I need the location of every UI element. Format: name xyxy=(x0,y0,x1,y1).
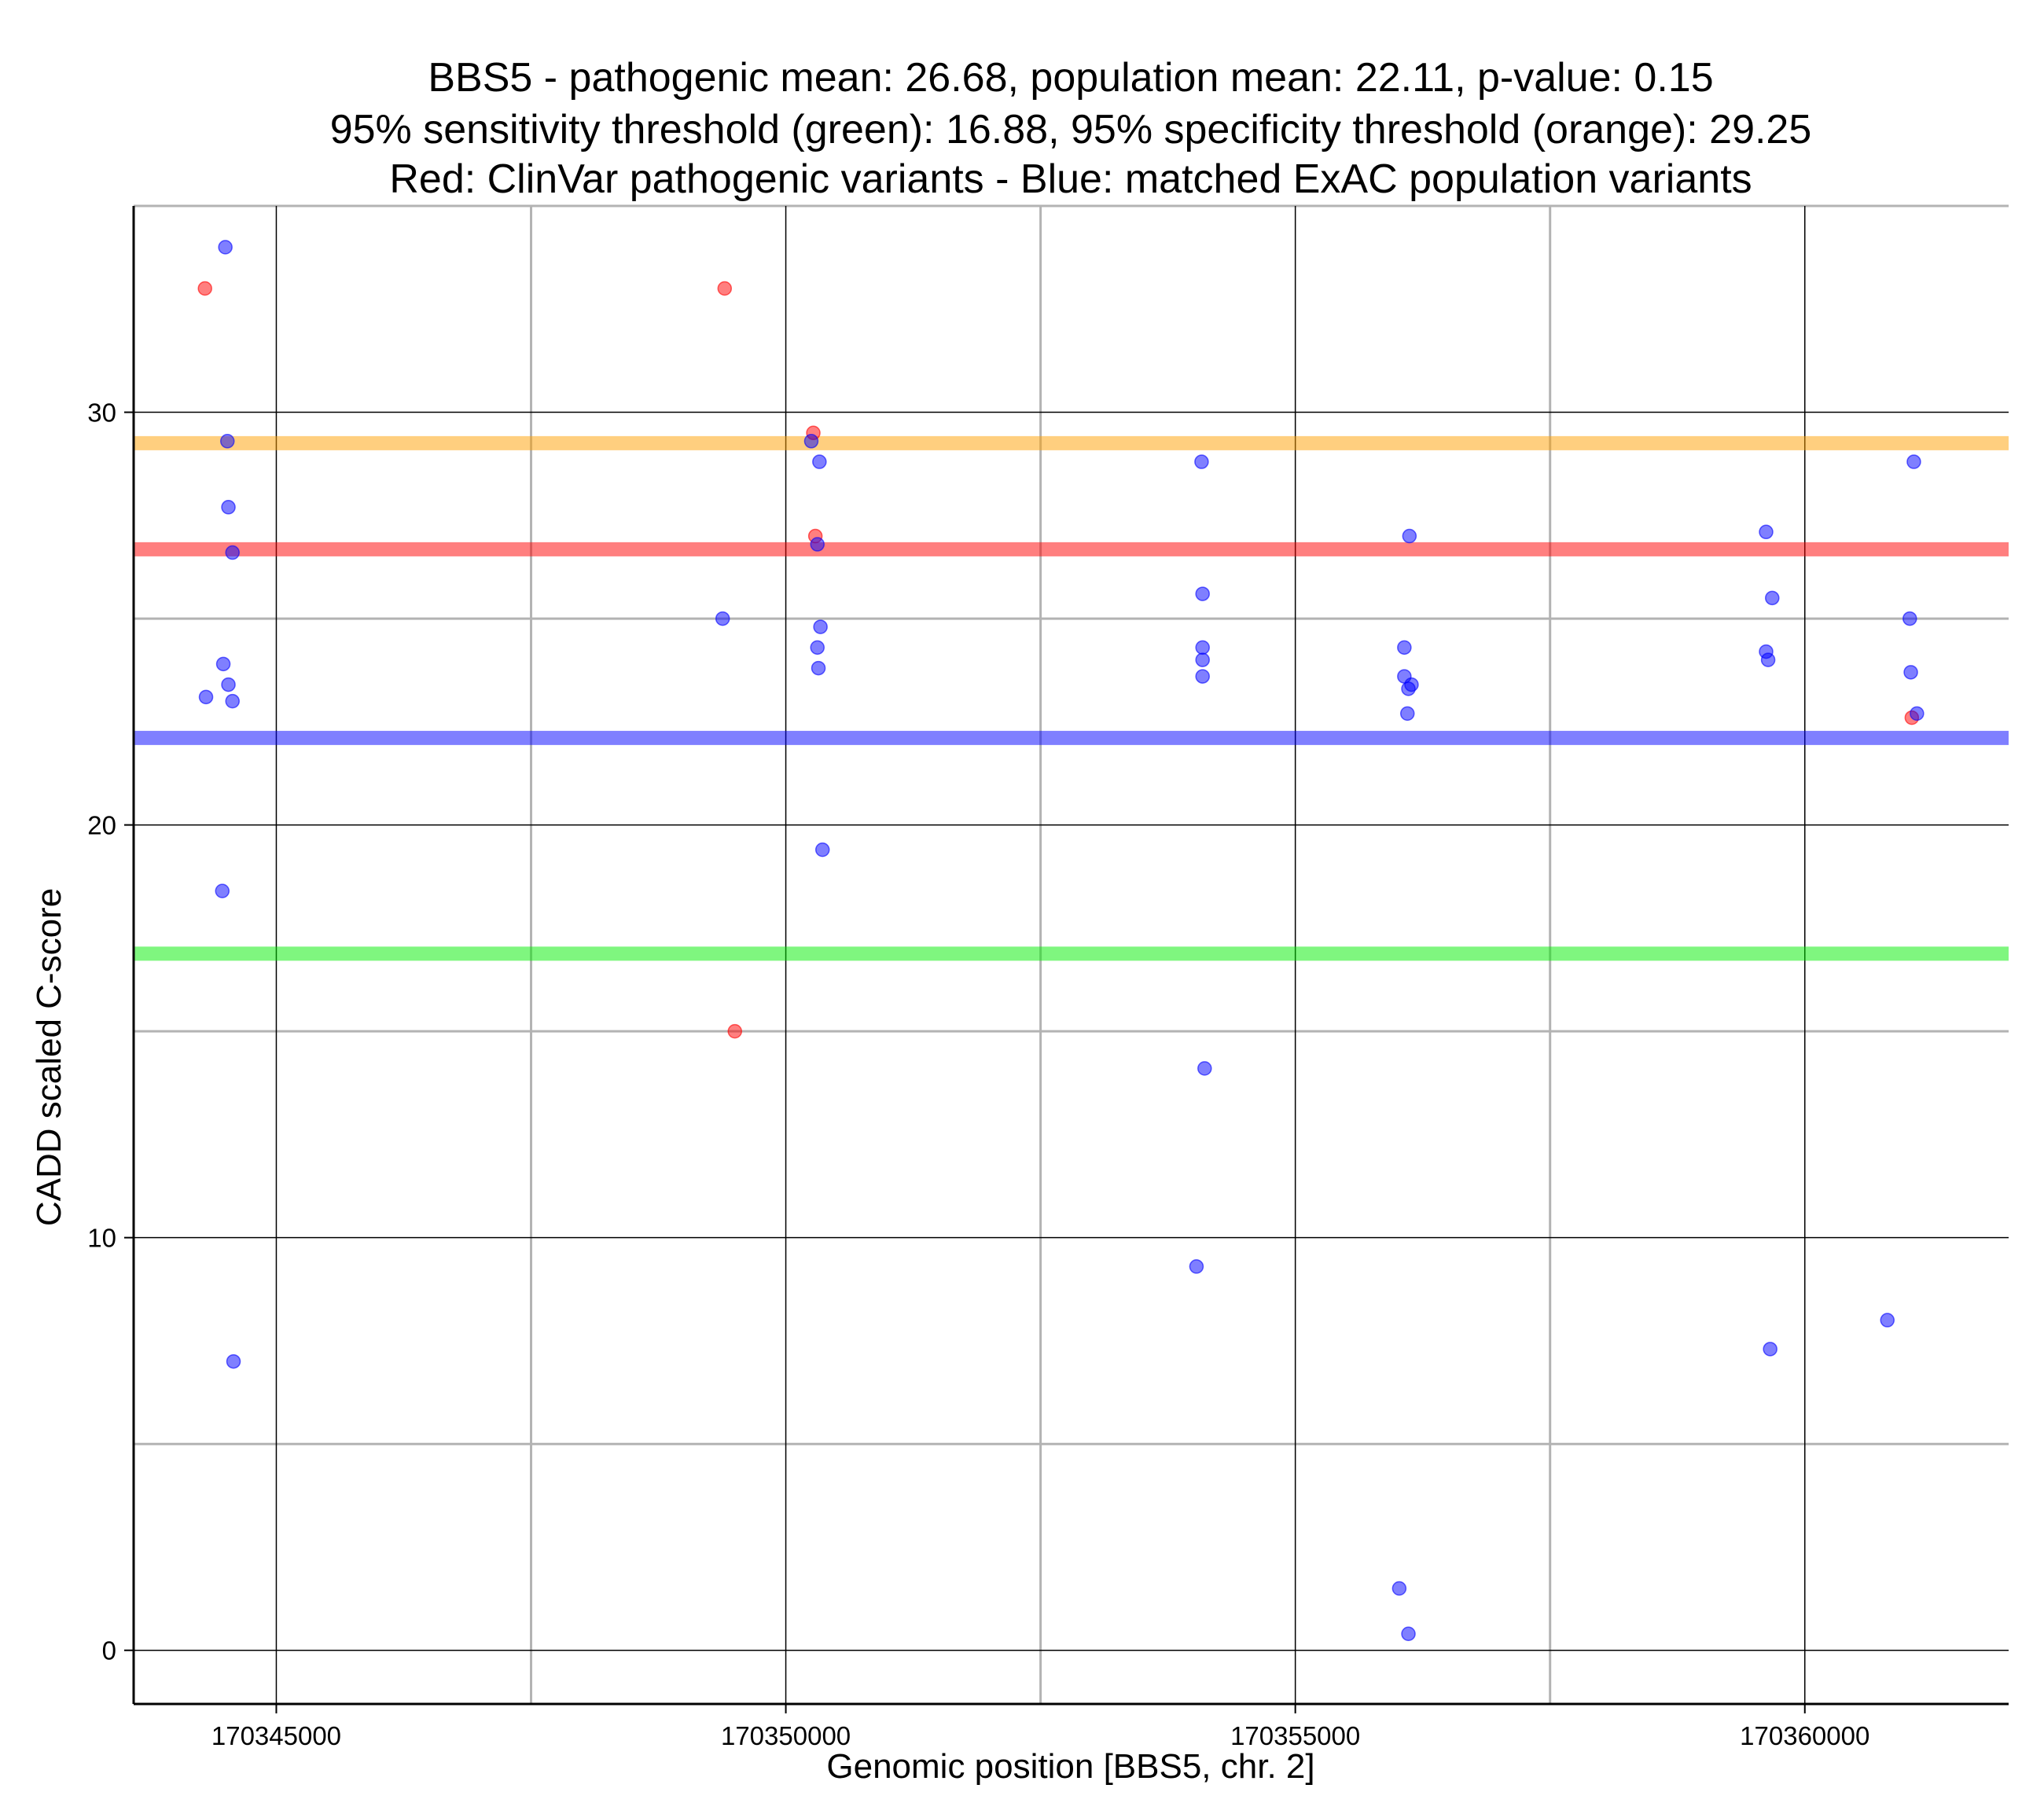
population-point xyxy=(1402,528,1417,544)
chart-title: BBS5 - pathogenic mean: 26.68, populatio… xyxy=(330,55,1812,202)
population-point xyxy=(1880,1313,1895,1327)
y-tick-label: 10 xyxy=(87,1224,116,1253)
y-tick-label: 0 xyxy=(102,1636,116,1665)
population-point xyxy=(221,677,236,692)
population-point xyxy=(1903,665,1918,680)
population-point xyxy=(1760,652,1776,667)
population-point xyxy=(811,660,826,676)
population-point xyxy=(1401,681,1416,696)
pathogenic-point xyxy=(197,281,212,296)
population-point xyxy=(215,656,231,672)
chart-title-line-3: Red: ClinVar pathogenic variants - Blue:… xyxy=(389,156,1752,202)
population-point xyxy=(1401,1626,1416,1641)
population-point xyxy=(1765,590,1780,606)
population-point xyxy=(1194,454,1209,469)
population-point xyxy=(226,1353,241,1369)
y-axis-title: CADD scaled C-score xyxy=(30,888,68,1226)
x-tick-label: 170355000 xyxy=(1230,1721,1360,1750)
population-point xyxy=(1189,1259,1204,1274)
chart-title-line-2: 95% sensitivity threshold (green): 16.88… xyxy=(330,107,1812,152)
population-point xyxy=(1906,454,1921,469)
population-point xyxy=(198,689,214,705)
population-point xyxy=(814,842,830,857)
population-point xyxy=(1759,524,1774,540)
population-point xyxy=(1902,611,1917,626)
population-point xyxy=(225,693,240,709)
population-point xyxy=(1399,706,1415,722)
pathogenic-point xyxy=(727,1023,743,1039)
y-tick-label: 30 xyxy=(87,398,116,428)
population-point xyxy=(1195,640,1210,655)
x-tick-label: 170345000 xyxy=(211,1721,341,1750)
population-point xyxy=(1195,669,1210,684)
population-point xyxy=(215,883,230,898)
y-tick-label: 20 xyxy=(87,811,116,840)
population-point xyxy=(225,545,240,560)
population-point xyxy=(810,640,825,655)
chart-title-line-1: BBS5 - pathogenic mean: 26.68, populatio… xyxy=(428,55,1713,101)
population-point xyxy=(813,619,828,634)
population-point xyxy=(1195,586,1210,601)
x-tick-label: 170360000 xyxy=(1740,1721,1869,1750)
population-point xyxy=(1391,1581,1407,1596)
population-point xyxy=(220,434,235,449)
population-point xyxy=(715,611,730,626)
population-point xyxy=(1910,706,1925,722)
population-point xyxy=(1197,1061,1212,1076)
population-point xyxy=(1195,652,1210,667)
population-point xyxy=(218,240,233,255)
population-point xyxy=(803,434,819,449)
population-point xyxy=(1763,1342,1777,1357)
population-point xyxy=(810,537,825,552)
pathogenic-point xyxy=(717,281,733,296)
x-tick-label: 170350000 xyxy=(721,1721,851,1750)
plot-area: 170345000 170350000 170355000 170360000 0 10 2… xyxy=(87,204,2009,1750)
population-point xyxy=(221,500,236,515)
x-axis-title: Genomic position [BBS5, chr. 2] xyxy=(826,1747,1314,1786)
population-point xyxy=(1397,640,1412,655)
population-point xyxy=(812,454,827,469)
